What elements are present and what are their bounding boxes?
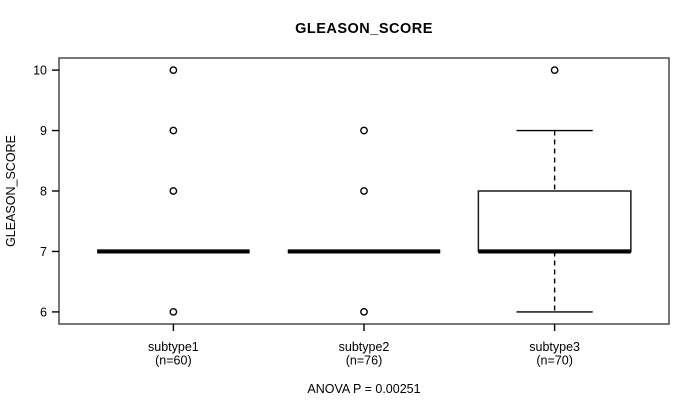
outlier-point xyxy=(169,126,178,135)
outlier-point xyxy=(169,66,178,74)
y-tick-label: 10 xyxy=(33,64,47,78)
x-tick-label: subtype2 xyxy=(339,340,390,354)
x-tick-label: subtype1 xyxy=(148,340,199,354)
outlier-point xyxy=(169,308,178,316)
outlier-point xyxy=(360,126,368,135)
x-tick-sublabel: (n=70) xyxy=(536,354,572,368)
y-axis-label: GLEASON_SCORE xyxy=(4,135,18,247)
outlier-point xyxy=(169,187,178,195)
y-tick-label: 9 xyxy=(40,124,47,138)
outlier-point xyxy=(550,66,559,74)
plot-area: 6 7 8 9 10 subtype1(n=60) subtype2(n=76) subtyp… xyxy=(33,57,670,368)
chart-title: GLEASON_SCORE xyxy=(295,21,433,37)
anova-caption: ANOVA P = 0.00251 xyxy=(307,382,420,396)
x-tick-sublabel: (n=76) xyxy=(346,354,382,368)
x-tick-label: subtype3 xyxy=(529,340,580,354)
x-tick-sublabel: (n=60) xyxy=(155,354,191,368)
y-tick-label: 8 xyxy=(40,185,47,199)
y-tick-label: 7 xyxy=(40,245,47,259)
outlier-point xyxy=(360,308,368,316)
y-tick-label: 6 xyxy=(40,305,47,319)
outlier-point xyxy=(360,187,368,195)
iqr-box-subtype3 xyxy=(477,190,632,253)
